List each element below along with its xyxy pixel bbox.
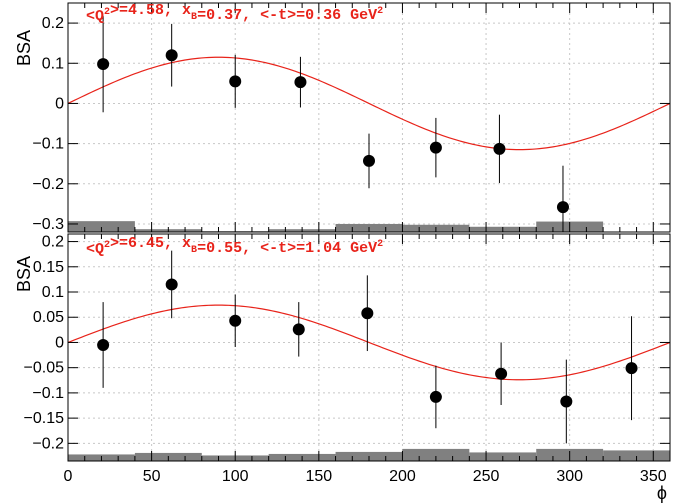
y-ticks	[68, 22, 670, 225]
data-point	[294, 76, 307, 89]
x-tick-label: 150	[305, 468, 332, 485]
y-tick-label: 0.2	[42, 15, 64, 32]
fit-curve	[68, 56, 670, 151]
data-point	[625, 362, 638, 375]
systematic-bar	[603, 450, 670, 461]
y-tick-label: 0.1	[42, 55, 64, 72]
data-point	[229, 314, 242, 327]
y-tick-label: −0.05	[24, 360, 65, 377]
top-panel: −0.3 −0.2 −0.1 0 0.1 0.2 BSA <Q2>=4.58, xB=0.37…	[14, 2, 671, 233]
fit-curve	[68, 304, 670, 381]
kinematics-annotation: <Q2>=4.58, xB=0.37, <-t>=0.36 GeV2	[86, 2, 383, 25]
x-tick-label: 350	[640, 468, 667, 485]
x-tick-label: 0	[64, 468, 73, 485]
y-tick-label: 0.15	[33, 259, 64, 276]
x-tick-label: 300	[556, 468, 583, 485]
data-point	[493, 142, 506, 155]
data-point	[97, 58, 110, 71]
y-tick-label: −0.15	[24, 410, 65, 427]
data-point	[229, 75, 242, 88]
data-point	[361, 307, 374, 320]
y-tick-label: 0	[55, 95, 64, 112]
systematic-bar	[68, 221, 135, 232]
x-tick-label: 50	[143, 468, 161, 485]
x-tick-label: 200	[389, 468, 416, 485]
data-point	[363, 154, 375, 167]
y-tick-label: 0.1	[42, 284, 64, 301]
x-tick-label: 250	[473, 468, 500, 485]
grid	[68, 3, 670, 232]
y-tick-label: −0.2	[32, 435, 64, 452]
kinematics-annotation: <Q2>=6.45, xB=0.55, <-t>=1.04 GeV2	[86, 235, 383, 258]
data-point	[495, 367, 508, 380]
y-axis-title: BSA	[14, 256, 34, 292]
bottom-panel: −0.2 −0.15 −0.1 −0.05 0 0.05 0.1 0.15 0.2 0 50 100 1…	[14, 233, 671, 503]
y-tick-label: −0.1	[32, 385, 64, 402]
y-tick-label: 0.2	[42, 234, 64, 251]
plot-frame	[67, 2, 671, 233]
data-point	[97, 338, 110, 351]
plot-area	[68, 15, 670, 232]
y-axis-title: BSA	[14, 30, 34, 66]
y-tick-label: 0.05	[33, 309, 64, 326]
y-tick-label: −0.1	[32, 136, 64, 153]
data-point	[556, 201, 569, 214]
plot-area	[68, 250, 670, 461]
x-ticks	[67, 234, 671, 461]
data-point	[165, 49, 178, 62]
data-point	[165, 278, 178, 291]
x-ticks	[67, 3, 671, 232]
data-point	[429, 141, 442, 154]
data-point	[560, 395, 573, 408]
data-point	[292, 323, 305, 336]
data-point	[429, 390, 442, 403]
grid	[68, 234, 670, 461]
y-tick-label: 0	[55, 334, 64, 351]
y-tick-label: −0.3	[32, 216, 64, 233]
y-ticks	[68, 241, 670, 444]
plot-frame	[67, 233, 671, 462]
y-tick-label: −0.2	[32, 176, 64, 193]
x-tick-label: 100	[222, 468, 249, 485]
x-axis-title: ϕ	[657, 483, 667, 503]
